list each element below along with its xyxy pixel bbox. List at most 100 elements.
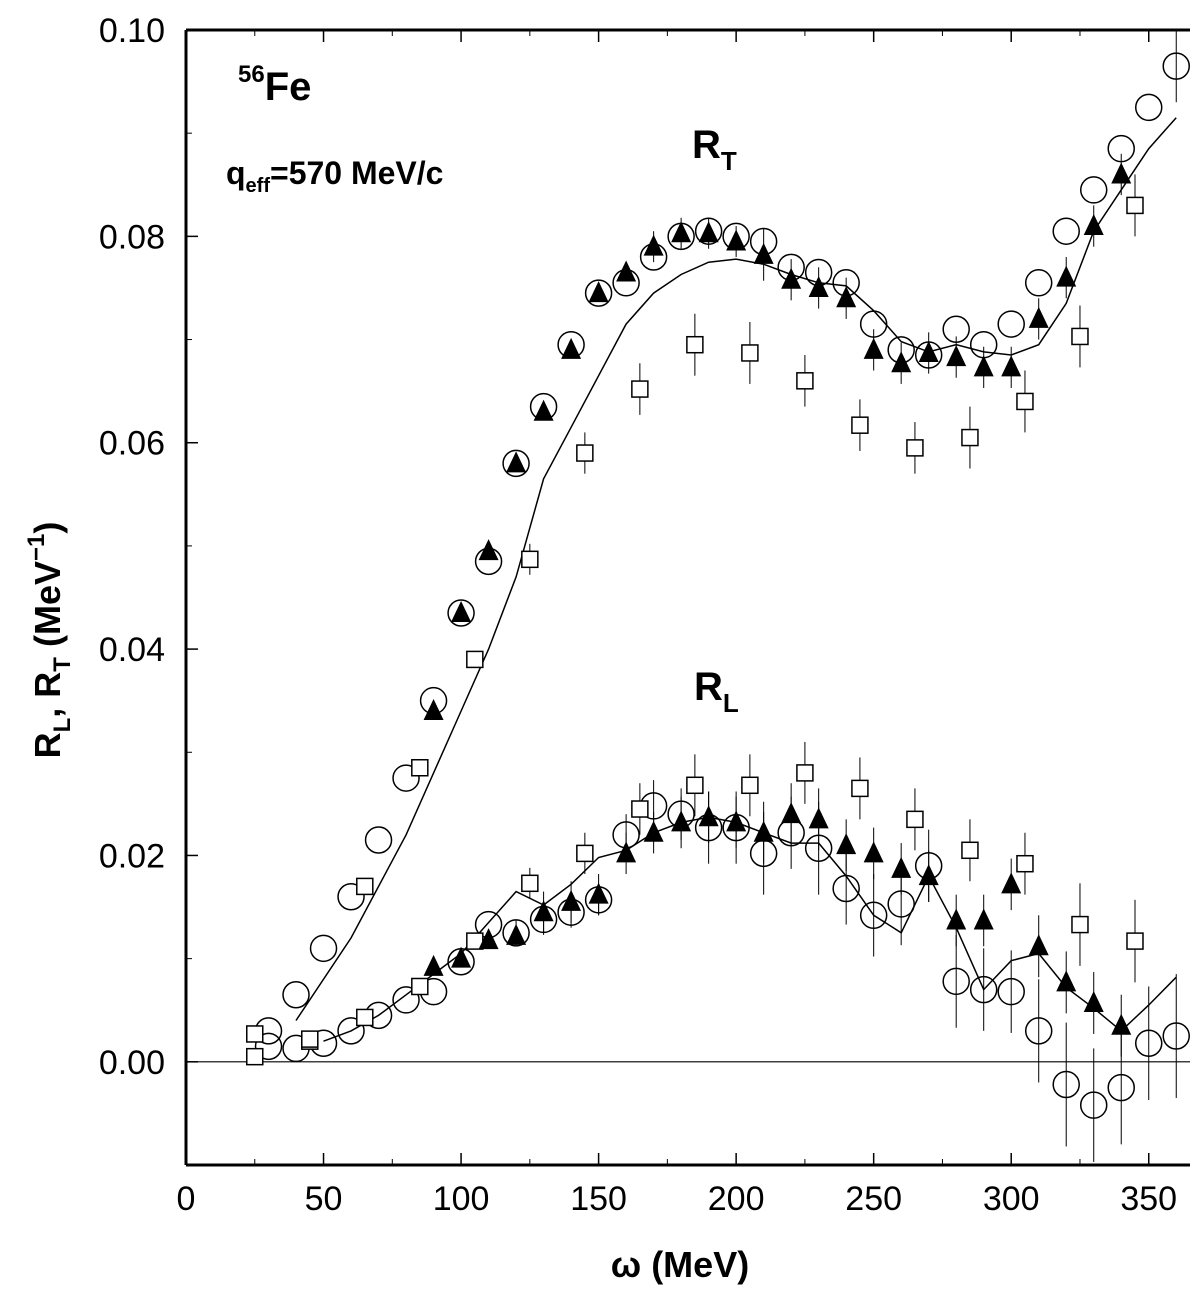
point-triangle xyxy=(561,337,582,359)
y-axis-title-unit: (MeV xyxy=(27,561,68,657)
point-triangle xyxy=(973,355,994,377)
point-circle xyxy=(254,1032,283,1061)
point-circle xyxy=(969,975,998,1004)
annotation-nucleus-mass: 56 xyxy=(238,61,265,88)
point-triangle xyxy=(726,229,747,251)
point-triangle xyxy=(423,699,444,720)
point-circle xyxy=(1134,93,1163,122)
point-circle xyxy=(1024,269,1053,297)
point-square xyxy=(411,759,429,777)
label-rl-sub: L xyxy=(723,688,739,718)
y-axis-title-sup: −1 xyxy=(23,534,50,561)
point-circle xyxy=(337,882,365,911)
point-triangle xyxy=(863,337,884,359)
point-square xyxy=(686,335,704,354)
tick-labels: 0 50 100 150 200 250 300 350 0.00 0.02 0.04 0.06 0.0… xyxy=(99,12,1177,1218)
y-axis-title-sub-l: L xyxy=(49,718,76,733)
point-square xyxy=(246,1047,264,1066)
point-triangle xyxy=(1111,162,1132,184)
point-triangle xyxy=(1056,970,1077,992)
point-square xyxy=(356,1008,374,1027)
point-square xyxy=(796,372,814,390)
x-tick-label: 150 xyxy=(570,1180,627,1218)
point-triangle xyxy=(973,908,994,930)
x-tick-label: 200 xyxy=(708,1180,765,1218)
point-triangle xyxy=(423,954,444,976)
point-triangle xyxy=(918,864,939,886)
point-triangle xyxy=(533,399,554,421)
point-square xyxy=(686,776,704,795)
theory-line xyxy=(323,816,1177,1042)
point-square xyxy=(521,550,539,569)
point-triangle xyxy=(753,820,774,842)
point-square xyxy=(851,779,869,798)
point-triangle xyxy=(891,351,912,373)
point-triangle xyxy=(588,882,609,904)
point-circle xyxy=(859,901,888,930)
point-triangle xyxy=(1028,934,1049,956)
point-circle xyxy=(337,1017,365,1045)
point-triangle xyxy=(698,805,719,827)
point-triangle xyxy=(1001,355,1022,377)
point-triangle xyxy=(946,345,967,367)
point-triangle xyxy=(643,820,664,842)
point-triangle xyxy=(643,234,664,256)
x-tick-label: 0 xyxy=(177,1180,196,1218)
point-square xyxy=(1126,196,1144,215)
point-triangle xyxy=(1001,872,1022,894)
point-square xyxy=(906,439,924,457)
series-RL-circle xyxy=(254,780,1190,1162)
series-RL-triangle xyxy=(423,783,1132,1057)
y-axis-title-sub-t: T xyxy=(49,657,76,672)
point-triangle xyxy=(561,889,582,911)
point-triangle xyxy=(918,340,939,362)
x-tick-label: 100 xyxy=(433,1180,490,1218)
y-tick-label: 0.08 xyxy=(99,218,165,256)
point-square xyxy=(1016,392,1034,411)
point-circle xyxy=(282,981,310,1009)
point-triangle xyxy=(1056,265,1077,287)
series-RL-theory xyxy=(323,816,1177,1042)
point-circle xyxy=(584,279,613,307)
series-RT-triangle xyxy=(423,153,1132,720)
label-rt-sub: T xyxy=(721,146,737,176)
point-square xyxy=(356,877,374,896)
y-axis-title-r1: R xyxy=(27,732,68,758)
point-circle xyxy=(1024,1017,1053,1045)
x-tick-label: 300 xyxy=(983,1180,1040,1218)
point-triangle xyxy=(891,856,912,878)
point-triangle xyxy=(808,275,829,297)
series-RT-theory xyxy=(295,117,1177,1021)
point-triangle xyxy=(478,928,499,950)
point-triangle xyxy=(836,833,857,855)
point-circle xyxy=(1134,1029,1163,1057)
annotation-nucleus-symbol: Fe xyxy=(265,65,312,109)
point-triangle xyxy=(451,946,472,968)
point-triangle xyxy=(671,810,692,832)
y-axis-title-close: ) xyxy=(27,522,68,534)
svg-text:RL, RT (MeV−1): RL, RT (MeV−1) xyxy=(23,522,76,759)
point-triangle xyxy=(726,810,747,832)
series-RT-square xyxy=(246,174,1144,1066)
point-circle xyxy=(502,449,530,478)
y-tick-label: 0.04 xyxy=(99,631,165,669)
y-tick-label: 0.06 xyxy=(99,425,165,463)
point-square xyxy=(1126,932,1144,950)
point-square xyxy=(851,416,869,434)
point-square xyxy=(1071,915,1089,934)
point-triangle xyxy=(616,260,637,282)
x-axis-title: ω (MeV) xyxy=(611,1244,749,1285)
point-triangle xyxy=(506,923,527,945)
annotation-q: q xyxy=(226,155,246,191)
point-circle xyxy=(309,934,338,963)
point-circle xyxy=(1162,1022,1190,1050)
y-tick-label: 0.00 xyxy=(99,1044,165,1082)
point-triangle xyxy=(946,908,967,930)
point-circle xyxy=(1052,1070,1080,1099)
point-circle xyxy=(1079,176,1108,204)
point-square xyxy=(961,841,979,860)
axis-ticks xyxy=(185,29,1150,1166)
point-triangle xyxy=(506,451,527,473)
data-layer xyxy=(246,30,1190,1162)
